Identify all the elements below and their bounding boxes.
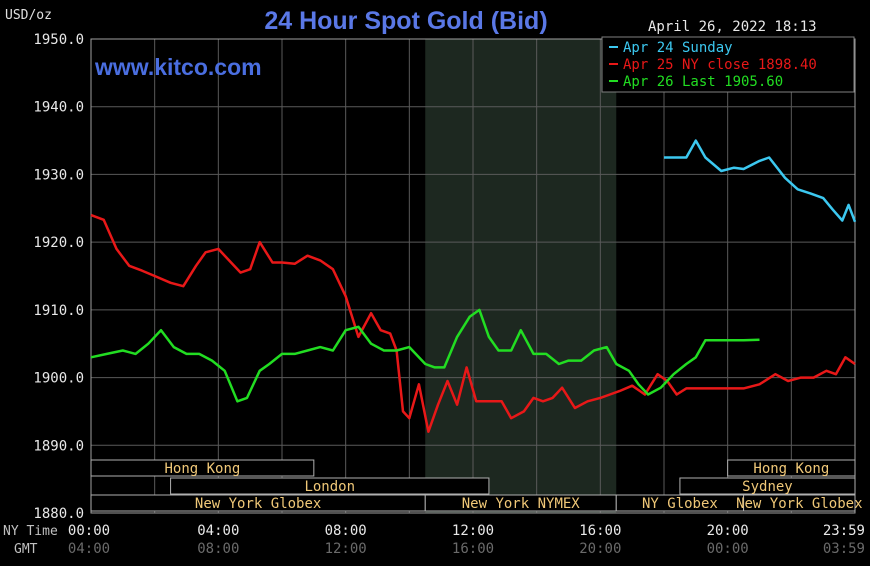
series-line bbox=[90, 213, 856, 433]
y-tick-label: 1910.0 bbox=[33, 303, 84, 319]
x-tick-label-gmt: 16:00 bbox=[452, 541, 494, 557]
chart-title: 24 Hour Spot Gold (Bid) bbox=[264, 7, 547, 35]
session-label: Sydney bbox=[742, 479, 793, 495]
session-bar bbox=[90, 459, 315, 477]
gmt-label: GMT bbox=[14, 542, 38, 557]
session-label: Hong Kong bbox=[753, 461, 829, 477]
y-tick-label: 1930.0 bbox=[33, 167, 84, 183]
legend-box bbox=[601, 36, 855, 93]
x-tick-label-gmt: 08:00 bbox=[197, 541, 239, 557]
session-label: London bbox=[304, 479, 355, 495]
x-tick-label-ny: 00:00 bbox=[68, 523, 110, 539]
legend: Apr 24 Sunday Apr 25 NY close 1898.40 Ap… bbox=[601, 36, 855, 93]
y-tick-label: 1900.0 bbox=[33, 371, 84, 387]
timestamp: April 26, 2022 18:13 bbox=[648, 19, 817, 35]
x-axis-tick-labels: 00:00 04:00 08:00 12:00 16:00 20:00 23:59 04:00… bbox=[68, 523, 865, 557]
x-tick-label-ny: 12:00 bbox=[452, 523, 494, 539]
watermark: www.kitco.com bbox=[94, 54, 262, 80]
session-label: New York Globex bbox=[195, 496, 321, 512]
session-label: New York Globex bbox=[736, 496, 862, 512]
y-axis-tick-labels: 1950.0 1940.0 1930.0 1920.0 1910.0 1900.0 1890… bbox=[33, 32, 84, 522]
y-tick-label: 1880.0 bbox=[33, 506, 84, 522]
session-bar bbox=[743, 494, 856, 512]
plot-frame bbox=[90, 38, 856, 514]
y-tick-label: 1890.0 bbox=[33, 438, 84, 454]
x-tick-label-ny: 23:59 bbox=[823, 523, 865, 539]
ny-time-label: NY Time bbox=[3, 524, 58, 539]
session-bar bbox=[170, 477, 490, 495]
legend-entry-apr24: Apr 24 Sunday bbox=[623, 40, 733, 56]
y-tick-label: 1950.0 bbox=[33, 32, 84, 48]
x-tick-label-gmt: 04:00 bbox=[68, 541, 110, 557]
y-tick-label: 1920.0 bbox=[33, 235, 84, 251]
series-layer bbox=[90, 139, 857, 433]
nymex-session-shading bbox=[425, 39, 617, 513]
y-tick-label: 1940.0 bbox=[33, 100, 84, 116]
x-tick-label-gmt: 20:00 bbox=[579, 541, 621, 557]
session-label: New York NYMEX bbox=[462, 496, 581, 512]
unit-label: USD/oz bbox=[5, 8, 52, 23]
series-line bbox=[664, 139, 857, 223]
grid-lines bbox=[90, 38, 856, 514]
session-label: Hong Kong bbox=[164, 461, 240, 477]
x-tick-label-gmt: 00:00 bbox=[707, 541, 749, 557]
session-bar bbox=[679, 477, 856, 495]
legend-entry-apr26: Apr 26 Last 1905.60 bbox=[623, 74, 783, 90]
x-tick-label-ny: 20:00 bbox=[707, 523, 749, 539]
x-tick-label-gmt: 03:59 bbox=[823, 541, 865, 557]
series-line bbox=[90, 308, 760, 403]
session-bar bbox=[727, 459, 856, 477]
x-tick-label-ny: 08:00 bbox=[325, 523, 367, 539]
legend-entry-apr25: Apr 25 NY close 1898.40 bbox=[623, 57, 817, 73]
x-tick-label-ny: 04:00 bbox=[197, 523, 239, 539]
x-tick-label-ny: 16:00 bbox=[579, 523, 621, 539]
x-tick-label-gmt: 12:00 bbox=[325, 541, 367, 557]
session-label: NY Globex bbox=[642, 496, 718, 512]
